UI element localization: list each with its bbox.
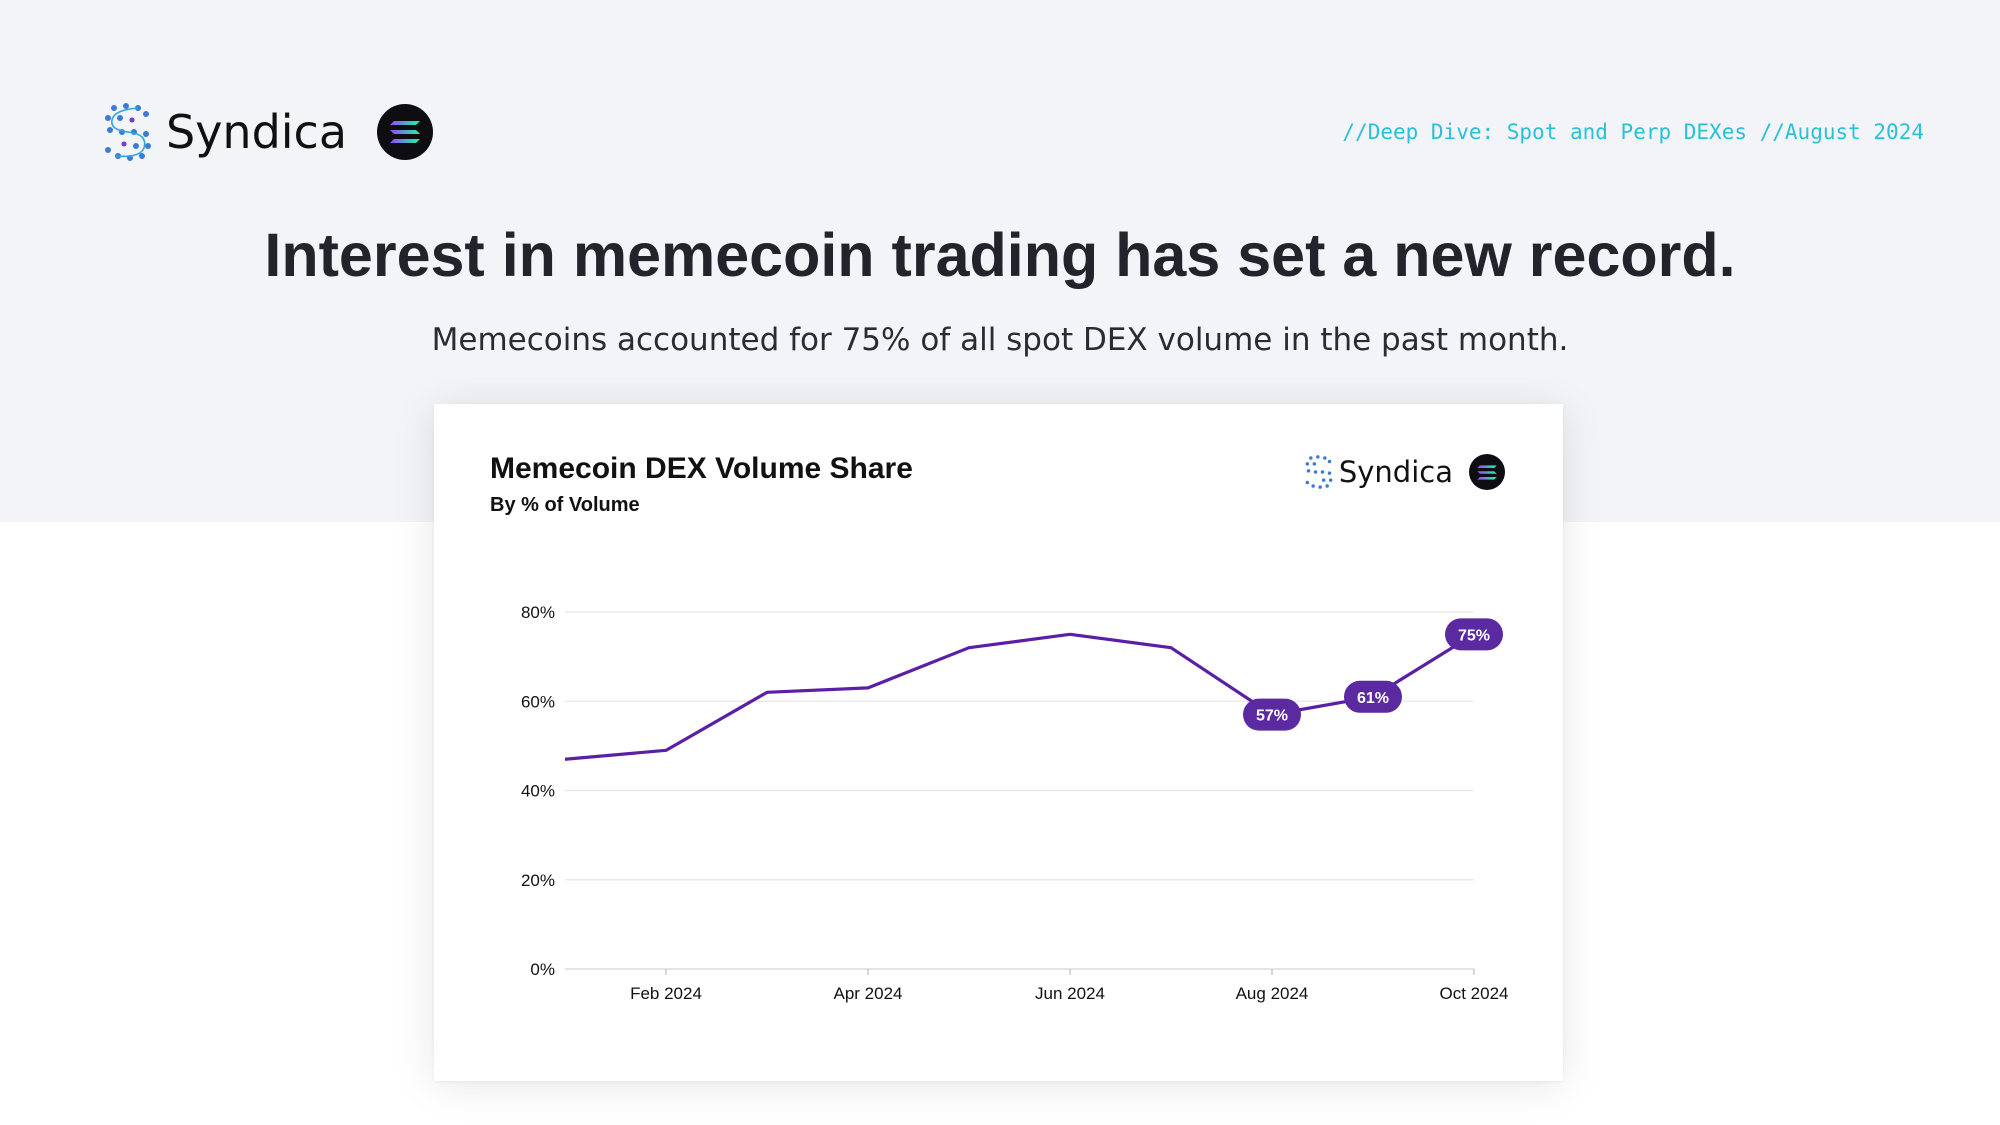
x-tick-label: Jun 2024 <box>1035 984 1105 1003</box>
solana-logo-icon <box>1469 454 1505 490</box>
header-logo: Syndica <box>104 100 434 164</box>
line-chart: 0% 20% 40% 60% 80% Feb 2024 Apr 2024 Jun 2024 Au… <box>521 603 1509 1003</box>
series-line <box>564 632 1475 761</box>
chart-card: Memecoin DEX Volume Share By % of Volume… <box>434 404 1563 1081</box>
headline: Interest in memecoin trading has set a n… <box>264 221 1736 289</box>
chart-subtitle: By % of Volume <box>490 494 640 516</box>
syndica-logo-icon <box>105 103 151 161</box>
data-label-pill <box>1344 680 1402 713</box>
chart-title: Memecoin DEX Volume Share <box>490 452 913 485</box>
y-tick-label: 40% <box>521 782 555 801</box>
data-label: 61% <box>1357 690 1389 707</box>
y-tick-label: 20% <box>521 871 555 890</box>
syndica-logo-icon <box>1305 455 1333 489</box>
x-tick-label: Aug 2024 <box>1236 984 1309 1003</box>
solana-logo-icon <box>377 104 434 160</box>
x-tick-label: Oct 2024 <box>1440 984 1509 1003</box>
y-tick-label: 60% <box>521 692 555 711</box>
subhead: Memecoins accounted for 75% of all spot … <box>431 322 1569 358</box>
card-logo: Syndica <box>1305 452 1505 492</box>
data-label-pill <box>1243 698 1301 731</box>
y-tick-label: 80% <box>521 603 555 622</box>
data-label-pill <box>1445 618 1503 651</box>
data-label: 75% <box>1458 627 1490 644</box>
card-brand-name: Syndica <box>1338 455 1453 489</box>
report-tag: //Deep Dive: Spot and Perp DEXes //Augus… <box>1342 120 1924 144</box>
data-label: 57% <box>1256 708 1288 725</box>
brand-name: Syndica <box>166 105 348 159</box>
x-tick-label: Apr 2024 <box>834 984 903 1003</box>
y-tick-label: 0% <box>530 960 555 979</box>
x-tick-label: Feb 2024 <box>630 984 702 1003</box>
